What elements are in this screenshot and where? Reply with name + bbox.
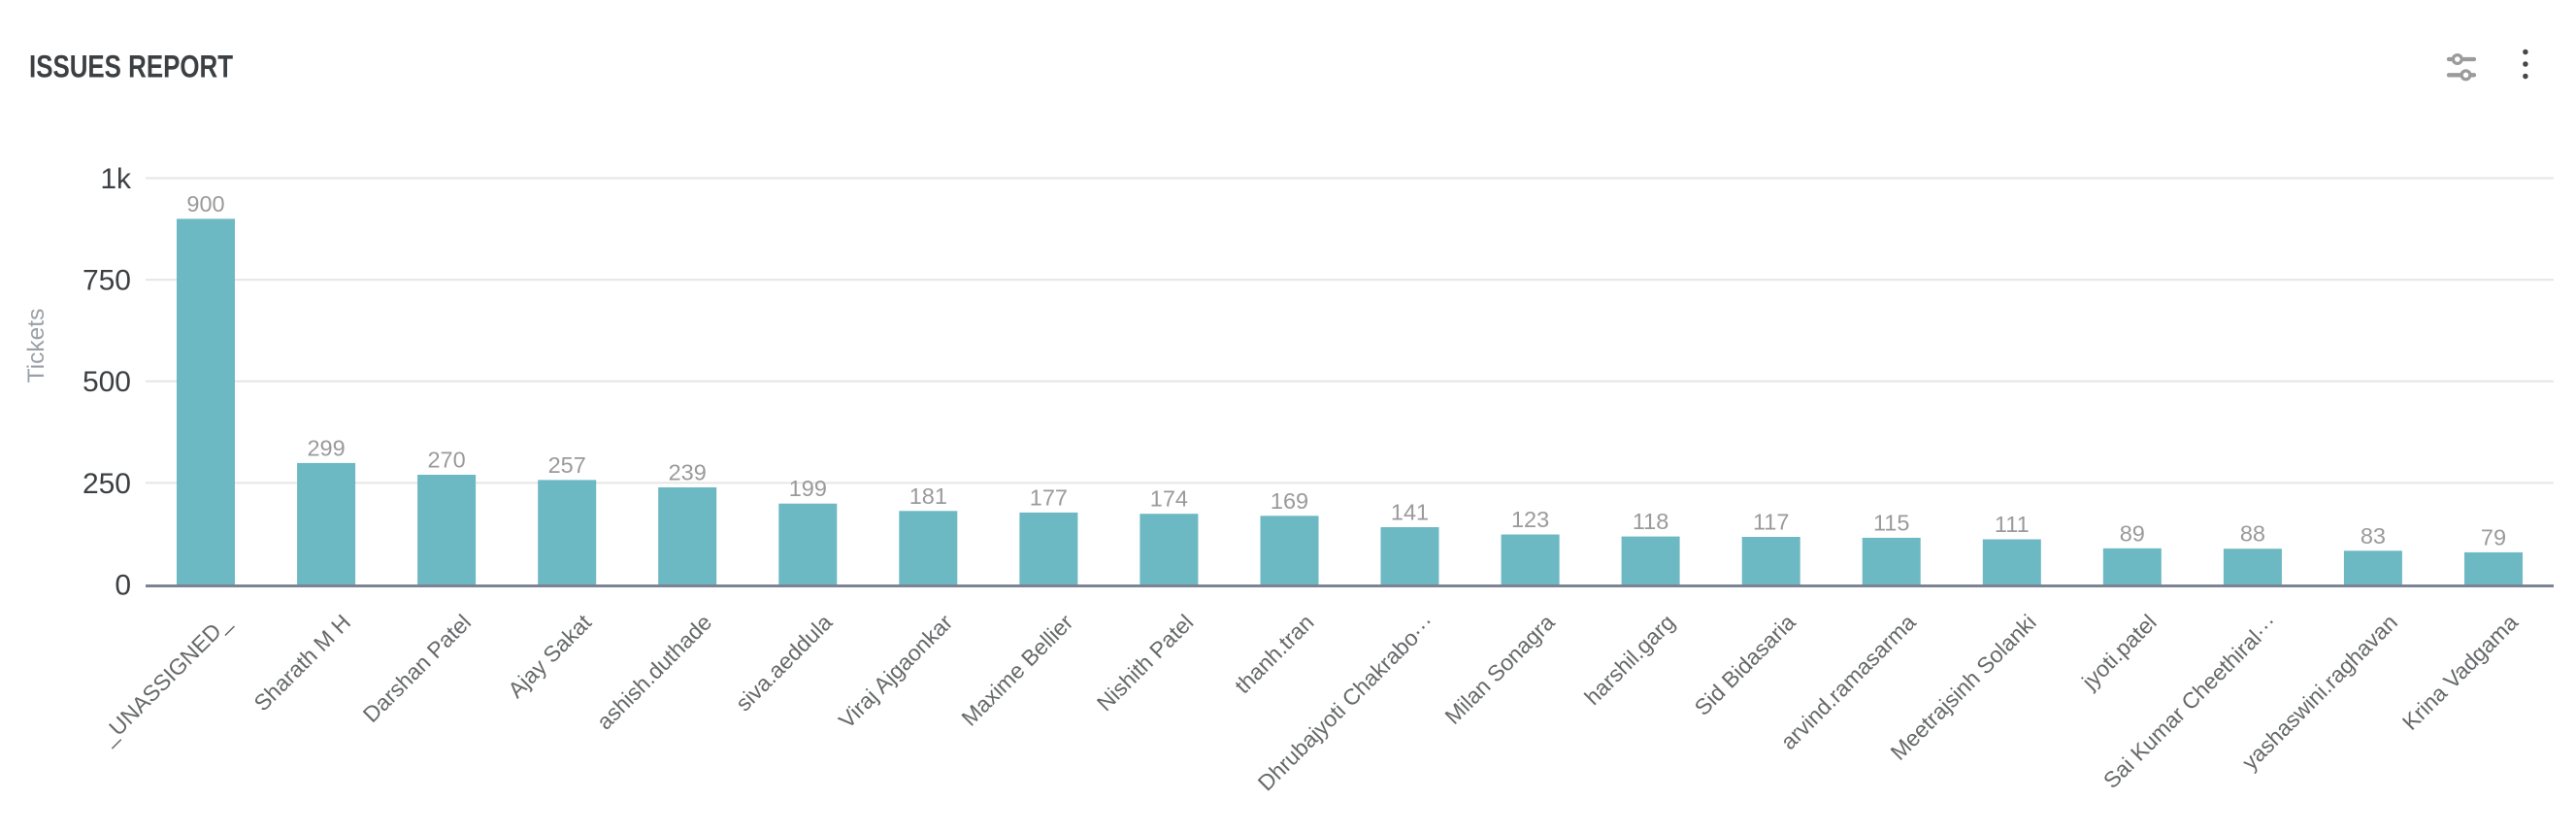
svg-text:Tickets: Tickets [23, 309, 50, 383]
svg-text:199: 199 [789, 476, 827, 501]
svg-text:141: 141 [1391, 500, 1429, 525]
svg-text:181: 181 [909, 483, 947, 509]
svg-text:270: 270 [427, 448, 465, 473]
svg-text:177: 177 [1030, 484, 1068, 510]
svg-text:250: 250 [83, 468, 131, 500]
svg-text:83: 83 [2361, 523, 2386, 549]
svg-text:1k: 1k [100, 163, 132, 195]
svg-text:111: 111 [1995, 512, 2030, 537]
svg-text:174: 174 [1150, 486, 1188, 512]
svg-text:89: 89 [2120, 520, 2145, 546]
svg-text:117: 117 [1753, 510, 1789, 535]
svg-text:299: 299 [307, 435, 345, 460]
svg-text:169: 169 [1271, 488, 1308, 514]
svg-text:88: 88 [2240, 521, 2265, 547]
svg-text:239: 239 [669, 460, 707, 485]
svg-text:0: 0 [115, 570, 131, 602]
svg-text:900: 900 [186, 191, 224, 217]
svg-text:750: 750 [83, 265, 131, 297]
svg-text:79: 79 [2481, 524, 2506, 550]
svg-text:118: 118 [1633, 509, 1668, 534]
svg-text:500: 500 [83, 366, 131, 398]
svg-text:ISSUES REPORT: ISSUES REPORT [29, 50, 233, 84]
svg-text:115: 115 [1873, 510, 1909, 535]
svg-text:257: 257 [548, 452, 586, 478]
svg-text:123: 123 [1511, 507, 1549, 532]
